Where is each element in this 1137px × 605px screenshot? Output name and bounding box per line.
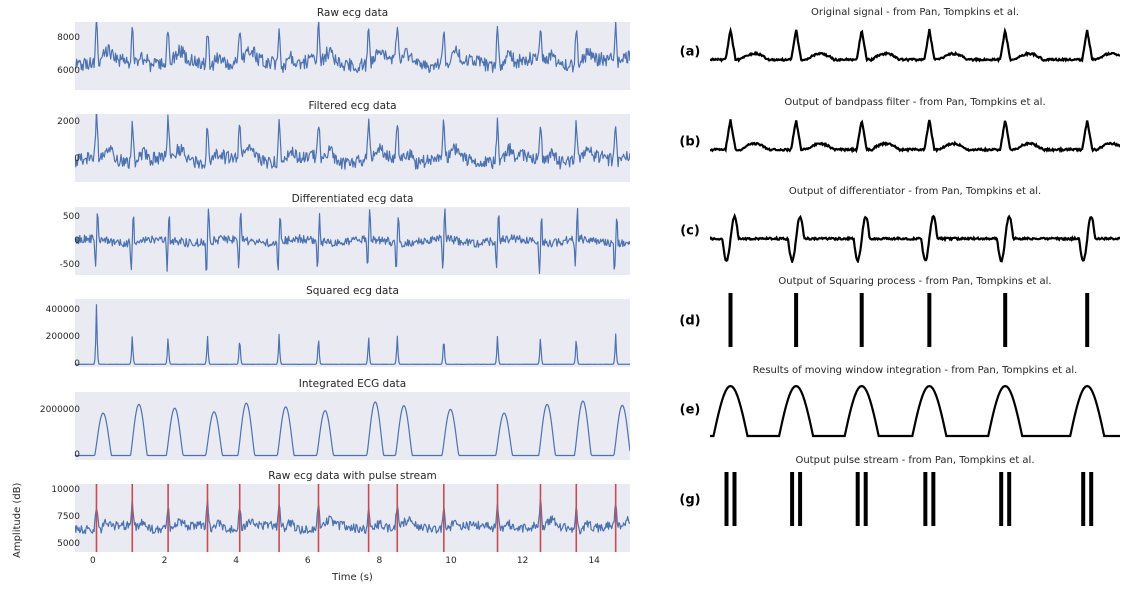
panel-title: Output pulse stream - from Pan, Tompkins… bbox=[710, 455, 1120, 466]
plot-area bbox=[75, 114, 630, 182]
x-tick-label: 4 bbox=[221, 556, 251, 566]
right-column: Original signal - from Pan, Tompkins et … bbox=[640, 0, 1137, 605]
y-tick-label: 2000000 bbox=[20, 405, 80, 415]
scan-panel-e bbox=[710, 378, 1120, 442]
x-tick-label: 12 bbox=[508, 556, 538, 566]
panel-tag: (c) bbox=[676, 224, 704, 239]
chart-panel-diff bbox=[75, 207, 630, 275]
chart-panel-integrated bbox=[75, 392, 630, 460]
x-axis-label: Time (s) bbox=[75, 572, 630, 583]
panel-tag: (g) bbox=[676, 493, 704, 508]
y-tick-label: 8000 bbox=[20, 33, 80, 43]
scan-image bbox=[710, 20, 1120, 84]
plot-area bbox=[75, 22, 630, 90]
y-tick-label: 500 bbox=[20, 212, 80, 222]
y-tick-label: 7500 bbox=[20, 512, 80, 522]
x-tick-label: 10 bbox=[436, 556, 466, 566]
scan-image bbox=[710, 378, 1120, 442]
x-tick-label: 8 bbox=[364, 556, 394, 566]
scan-panel-b bbox=[710, 110, 1120, 174]
panel-tag: (b) bbox=[676, 135, 704, 150]
panel-title: Raw ecg data bbox=[75, 7, 630, 19]
panel-title: Original signal - from Pan, Tompkins et … bbox=[710, 7, 1120, 18]
left-column: Amplitude (dB)Raw ecg data60008000Filter… bbox=[0, 0, 640, 605]
y-tick-label: -500 bbox=[20, 260, 80, 270]
chart-panel-raw bbox=[75, 22, 630, 90]
panel-title: Output of bandpass filter - from Pan, To… bbox=[710, 97, 1120, 108]
panel-tag: (d) bbox=[676, 314, 704, 329]
figure: Amplitude (dB)Raw ecg data60008000Filter… bbox=[0, 0, 1137, 605]
panel-title: Output of differentiator - from Pan, Tom… bbox=[710, 186, 1120, 197]
scan-panel-a bbox=[710, 20, 1120, 84]
y-tick-label: 0 bbox=[20, 450, 80, 460]
y-tick-label: 400000 bbox=[20, 305, 80, 315]
y-tick-label: 0 bbox=[20, 236, 80, 246]
x-tick-label: 14 bbox=[579, 556, 609, 566]
plot-area bbox=[75, 299, 630, 367]
panel-tag: (a) bbox=[676, 45, 704, 60]
plot-area bbox=[75, 484, 630, 552]
panel-title: Output of Squaring process - from Pan, T… bbox=[710, 276, 1120, 287]
y-tick-label: 0 bbox=[20, 359, 80, 369]
panel-title: Filtered ecg data bbox=[75, 100, 630, 112]
y-tick-label: 6000 bbox=[20, 66, 80, 76]
chart-panel-filtered bbox=[75, 114, 630, 182]
chart-panel-squared bbox=[75, 299, 630, 367]
scan-panel-d bbox=[710, 289, 1120, 353]
x-tick-label: 6 bbox=[293, 556, 323, 566]
scan-image bbox=[710, 289, 1120, 353]
scan-panel-g bbox=[710, 468, 1120, 532]
panel-title: Squared ecg data bbox=[75, 285, 630, 297]
y-tick-label: 0 bbox=[20, 154, 80, 164]
panel-title: Results of moving window integration - f… bbox=[710, 365, 1120, 376]
panel-tag: (e) bbox=[676, 403, 704, 418]
scan-image bbox=[710, 468, 1120, 532]
y-tick-label: 2000 bbox=[20, 117, 80, 127]
y-tick-label: 5000 bbox=[20, 539, 80, 549]
scan-image bbox=[710, 199, 1120, 263]
panel-title: Differentiated ecg data bbox=[75, 193, 630, 205]
scan-image bbox=[710, 110, 1120, 174]
scan-panel-c bbox=[710, 199, 1120, 263]
plot-area bbox=[75, 207, 630, 275]
y-tick-label: 200000 bbox=[20, 332, 80, 342]
x-tick-label: 2 bbox=[150, 556, 180, 566]
panel-title: Raw ecg data with pulse stream bbox=[75, 470, 630, 482]
x-tick-label: 0 bbox=[78, 556, 108, 566]
chart-panel-pulse bbox=[75, 484, 630, 552]
panel-title: Integrated ECG data bbox=[75, 378, 630, 390]
y-tick-label: 10000 bbox=[20, 485, 80, 495]
plot-area bbox=[75, 392, 630, 460]
